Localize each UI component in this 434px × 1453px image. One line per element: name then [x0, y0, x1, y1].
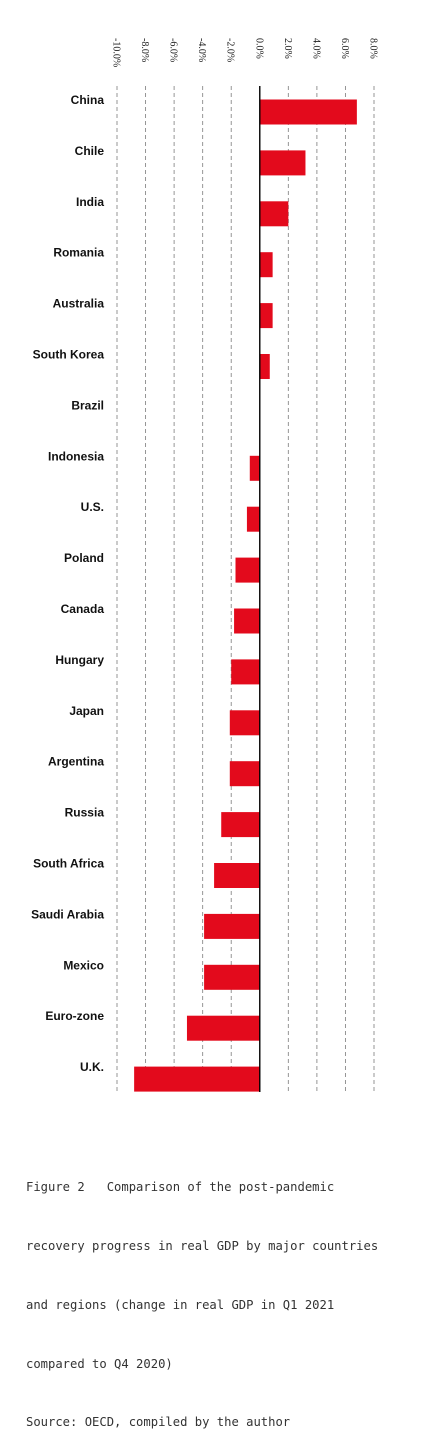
x-tick-label: 8.0%	[368, 38, 379, 59]
bar	[259, 201, 289, 227]
category-label: Australia	[53, 297, 105, 311]
x-tick-label: -10.0%	[111, 38, 122, 67]
category-label: Hungary	[55, 653, 104, 667]
bar	[259, 354, 270, 379]
category-label: Mexico	[63, 958, 104, 972]
bar	[221, 812, 260, 838]
bar	[134, 1066, 260, 1092]
bars	[134, 99, 357, 1092]
caption-line: recovery progress in real GDP by major c…	[26, 1238, 379, 1253]
x-tick-label: -6.0%	[168, 38, 179, 62]
x-tick-label: -4.0%	[196, 38, 207, 62]
bar	[259, 99, 357, 125]
bar	[235, 557, 260, 583]
x-axis-tick-labels: -10.0% -8.0% -6.0% -4.0% -2.0% 0.0% 2.0% 4.0% 6.…	[111, 38, 379, 67]
category-label: Romania	[53, 246, 104, 260]
caption-line: compared to Q4 2020)	[26, 1356, 173, 1371]
category-label: Japan	[69, 704, 104, 718]
x-tick-label: 4.0%	[310, 38, 321, 59]
bar	[259, 252, 273, 278]
bar	[259, 303, 273, 329]
bar	[204, 964, 260, 990]
bar	[231, 659, 260, 685]
x-tick-label: 2.0%	[282, 38, 293, 59]
category-label: Canada	[61, 602, 105, 616]
bar	[259, 150, 306, 176]
x-tick-label: 0.0%	[253, 38, 264, 59]
bar	[204, 913, 260, 939]
bar	[249, 455, 260, 481]
category-label: Saudi Arabia	[31, 907, 104, 921]
category-label: Poland	[64, 551, 104, 565]
category-labels: China Chile India Romania Australia South Kor…	[31, 93, 104, 1074]
category-label: Brazil	[71, 398, 104, 412]
category-label: Chile	[75, 144, 105, 158]
bar	[214, 863, 260, 888]
category-label: U.S.	[81, 500, 104, 514]
category-label: Argentina	[48, 755, 104, 769]
category-label: China	[71, 93, 105, 107]
source-note: Source: OECD, compiled by the author	[26, 1415, 291, 1430]
category-label: Euro-zone	[45, 1009, 104, 1023]
bar	[229, 761, 260, 787]
bar	[246, 506, 260, 532]
category-label: Russia	[65, 806, 105, 820]
x-tick-label: -2.0%	[225, 38, 236, 62]
x-tick-label: -8.0%	[139, 38, 150, 62]
grid-lines	[116, 86, 375, 1092]
caption-line: Figure 2 Comparison of the post-pandemic	[26, 1180, 335, 1195]
figure-caption: Figure 2 Comparison of the post-pandemic…	[26, 1139, 426, 1453]
category-label: India	[76, 195, 104, 209]
category-label: Indonesia	[48, 449, 104, 463]
category-label: South Africa	[33, 857, 104, 871]
category-label: South Korea	[33, 348, 105, 362]
bar	[234, 608, 260, 634]
caption-line: and regions (change in real GDP in Q1 20…	[26, 1297, 335, 1312]
x-tick-label: 6.0%	[339, 38, 350, 59]
bar-chart: -10.0% -8.0% -6.0% -4.0% -2.0% 0.0% 2.0% 4.0% 6.…	[31, 38, 379, 1092]
bar	[186, 1015, 260, 1041]
category-label: U.K.	[80, 1060, 104, 1074]
bar	[229, 710, 260, 736]
